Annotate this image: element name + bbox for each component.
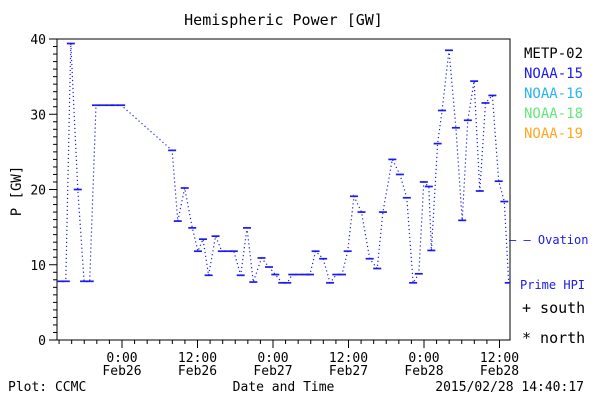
y-tick-label: 20 — [30, 184, 46, 199]
x-tick-date-label: Feb28 — [480, 364, 519, 379]
legend-item-noaa-16: NOAA-16 — [524, 86, 584, 102]
north-marker-legend: * north — [522, 329, 586, 347]
legend-item-noaa-18: NOAA-18 — [524, 106, 584, 122]
ovation-legend-line2: Prime HPI — [520, 278, 586, 292]
south-marker-legend: + south — [522, 299, 586, 317]
ovation-legend-line1: — — Ovation — [509, 233, 589, 247]
x-tick-time-label: 0:00 — [408, 351, 439, 366]
x-tick-date-label: Feb27 — [329, 364, 368, 379]
satellite-legend: METP-02 NOAA-15 NOAA-16 NOAA-18 NOAA-19 — [524, 44, 583, 144]
legend-item-noaa-15: NOAA-15 — [524, 66, 584, 82]
x-tick-date-label: Feb26 — [102, 364, 141, 379]
y-tick-label: 40 — [30, 33, 46, 48]
x-axis-label: Date and Time — [232, 380, 335, 395]
plot-credit: Plot: CCMC — [8, 380, 87, 395]
x-tick-date-label: Feb28 — [404, 364, 443, 379]
x-tick-date-label: Feb27 — [253, 364, 292, 379]
chart-title: Hemispheric Power [GW] — [184, 11, 383, 29]
y-tick-label: 30 — [30, 108, 46, 123]
x-tick-time-label: 0:00 — [257, 351, 288, 366]
ovation-prime-hpi-legend: — — Ovation Prime HPI — [509, 203, 588, 323]
legend-item-noaa-19: NOAA-19 — [524, 126, 584, 142]
x-tick-time-label: 12:00 — [329, 351, 368, 366]
x-tick-date-label: Feb26 — [178, 364, 217, 379]
x-tick-time-label: 0:00 — [106, 351, 137, 366]
y-tick-label: 10 — [30, 259, 46, 274]
hpi-dotted-connector — [60, 43, 510, 285]
legend-item-metp-02: METP-02 — [524, 46, 584, 62]
plot-timestamp: 2015/02/28 14:40:17 — [435, 380, 584, 395]
x-tick-time-label: 12:00 — [178, 351, 217, 366]
plot-frame — [56, 38, 511, 341]
y-tick-label: 0 — [38, 334, 46, 349]
x-tick-time-label: 12:00 — [480, 351, 519, 366]
